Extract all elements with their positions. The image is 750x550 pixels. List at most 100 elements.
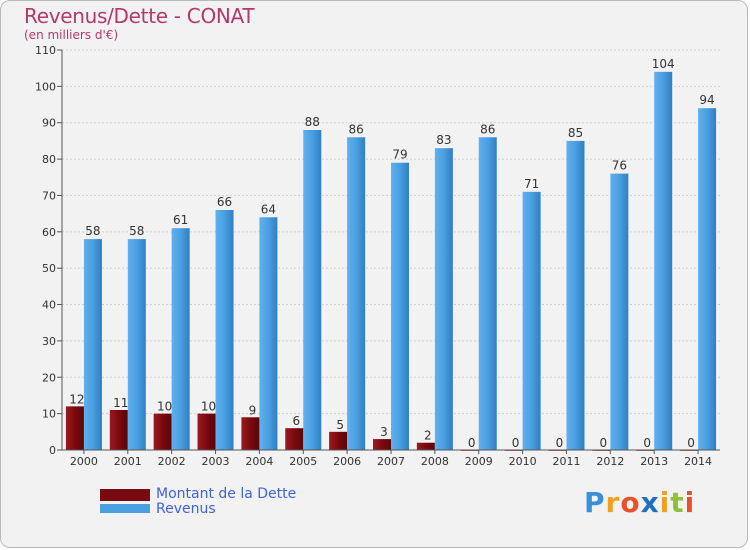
label-dette-2013: 0 xyxy=(643,436,651,450)
label-revenus-2006: 86 xyxy=(348,122,363,136)
label-dette-2009: 0 xyxy=(468,436,476,450)
legend-item-revenus: Revenus xyxy=(100,501,216,517)
label-dette-2006: 5 xyxy=(336,418,344,432)
y-tick-label: 0 xyxy=(49,444,56,457)
x-tick-label-2005: 2005 xyxy=(289,455,317,468)
bar-dette-2003 xyxy=(197,413,216,450)
bar-revenus-2009 xyxy=(478,137,497,451)
logo-letter: r xyxy=(605,486,621,519)
bar-revenus-2014 xyxy=(698,108,717,450)
label-revenus-2000: 58 xyxy=(85,224,100,238)
x-tick-label-2012: 2012 xyxy=(596,455,624,468)
label-revenus-2003: 66 xyxy=(217,195,232,209)
bar-dette-2001 xyxy=(109,410,128,450)
bar-revenus-2004 xyxy=(259,217,278,450)
x-tick-label-2009: 2009 xyxy=(465,455,493,468)
x-tick-label-2007: 2007 xyxy=(377,455,405,468)
label-revenus-2011: 85 xyxy=(568,126,583,140)
logo-letter: i xyxy=(659,486,671,519)
x-tick-label-2010: 2010 xyxy=(509,455,537,468)
label-revenus-2010: 71 xyxy=(524,177,539,191)
x-tick-label-2011: 2011 xyxy=(552,455,580,468)
bar-revenus-2005 xyxy=(303,130,322,450)
bar-dette-2006 xyxy=(329,431,348,450)
label-dette-2005: 6 xyxy=(292,414,300,428)
legend-item-dette: Montant de la Dette xyxy=(100,486,296,502)
legend-label-revenus: Revenus xyxy=(156,501,216,517)
bar-revenus-2002 xyxy=(171,228,190,450)
label-revenus-2013: 104 xyxy=(652,57,675,71)
logo-letter: i xyxy=(684,486,696,519)
logo-letter: o xyxy=(620,486,641,519)
label-revenus-2004: 64 xyxy=(261,202,276,216)
y-tick-label: 80 xyxy=(42,153,56,166)
bar-revenus-2001 xyxy=(127,239,146,450)
x-tick-label-2002: 2002 xyxy=(158,455,186,468)
bar-revenus-2011 xyxy=(566,140,585,450)
y-axis: 0 10 20 30 40 50 60 70 80 90 100 110 xyxy=(35,44,63,457)
y-tick-label: 100 xyxy=(35,80,56,93)
bars: 12 58 11 58 10 61 10 66 9 64 6 88 5 86 3 79 2 83 0 86 0 71 0 85… xyxy=(65,57,717,451)
label-dette-2003: 10 xyxy=(201,400,216,414)
x-tick-label-2003: 2003 xyxy=(202,455,230,468)
label-revenus-2001: 58 xyxy=(129,224,144,238)
y-tick-label: 40 xyxy=(42,299,56,312)
bar-revenus-2007 xyxy=(391,162,409,450)
y-tick-label: 10 xyxy=(42,408,56,421)
label-revenus-2008: 83 xyxy=(436,133,451,147)
label-revenus-2005: 88 xyxy=(305,115,320,129)
label-dette-2008: 2 xyxy=(424,429,432,443)
label-revenus-2009: 86 xyxy=(480,122,495,136)
bar-dette-2000 xyxy=(65,406,84,450)
y-tick-label: 70 xyxy=(42,189,56,202)
x-axis: 2000 2001 2002 2003 2004 2005 2006 2007 2008 2009… xyxy=(62,449,720,468)
logo-letter: P xyxy=(584,486,606,519)
bar-revenus-2003 xyxy=(215,210,234,450)
label-dette-2002: 10 xyxy=(157,400,172,414)
label-dette-2001: 11 xyxy=(113,396,128,410)
label-dette-2010: 0 xyxy=(512,436,520,450)
bar-dette-2004 xyxy=(241,417,260,450)
x-tick-label-2014: 2014 xyxy=(684,455,712,468)
bar-revenus-2000 xyxy=(83,239,102,450)
chart-subtitle: (en milliers d'€) xyxy=(24,28,119,42)
label-revenus-2002: 61 xyxy=(173,213,188,227)
label-dette-2011: 0 xyxy=(556,436,564,450)
label-dette-2004: 9 xyxy=(249,403,257,417)
bar-dette-2002 xyxy=(153,413,172,450)
x-tick-label-2004: 2004 xyxy=(245,455,273,468)
label-dette-2000: 12 xyxy=(69,392,84,406)
y-tick-label: 90 xyxy=(42,117,56,130)
x-tick-label-2006: 2006 xyxy=(333,455,361,468)
proxiti-logo: Proxiti xyxy=(584,486,695,519)
label-revenus-2007: 79 xyxy=(392,148,407,162)
logo-letter: x xyxy=(640,486,660,519)
bar-dette-2005 xyxy=(285,428,304,450)
y-tick-label: 50 xyxy=(42,262,56,275)
label-dette-2007: 3 xyxy=(380,425,388,439)
y-tick-label: 20 xyxy=(42,371,56,384)
label-dette-2012: 0 xyxy=(600,436,608,450)
logo-letter: t xyxy=(670,486,685,519)
label-dette-2014: 0 xyxy=(687,436,695,450)
chart-title: Revenus/Dette - CONAT xyxy=(24,4,255,28)
x-tick-label-2001: 2001 xyxy=(114,455,142,468)
bar-dette-2007 xyxy=(373,439,391,450)
y-tick-label: 110 xyxy=(35,44,56,57)
y-tick-label: 60 xyxy=(42,226,56,239)
legend-label-dette: Montant de la Dette xyxy=(156,486,297,502)
x-tick-label-2013: 2013 xyxy=(640,455,668,468)
x-tick-label-2008: 2008 xyxy=(421,455,449,468)
y-tick-label: 30 xyxy=(42,335,56,348)
bar-revenus-2010 xyxy=(522,191,541,450)
legend-swatch-revenus xyxy=(100,504,150,513)
bar-revenus-2013 xyxy=(654,71,673,451)
label-revenus-2012: 76 xyxy=(612,159,627,173)
legend-swatch-dette xyxy=(100,489,150,501)
x-tick-label-2000: 2000 xyxy=(70,455,98,468)
label-revenus-2014: 94 xyxy=(699,93,714,107)
bar-revenus-2012 xyxy=(610,173,629,451)
bar-revenus-2006 xyxy=(347,137,366,451)
bar-dette-2008 xyxy=(416,442,435,450)
